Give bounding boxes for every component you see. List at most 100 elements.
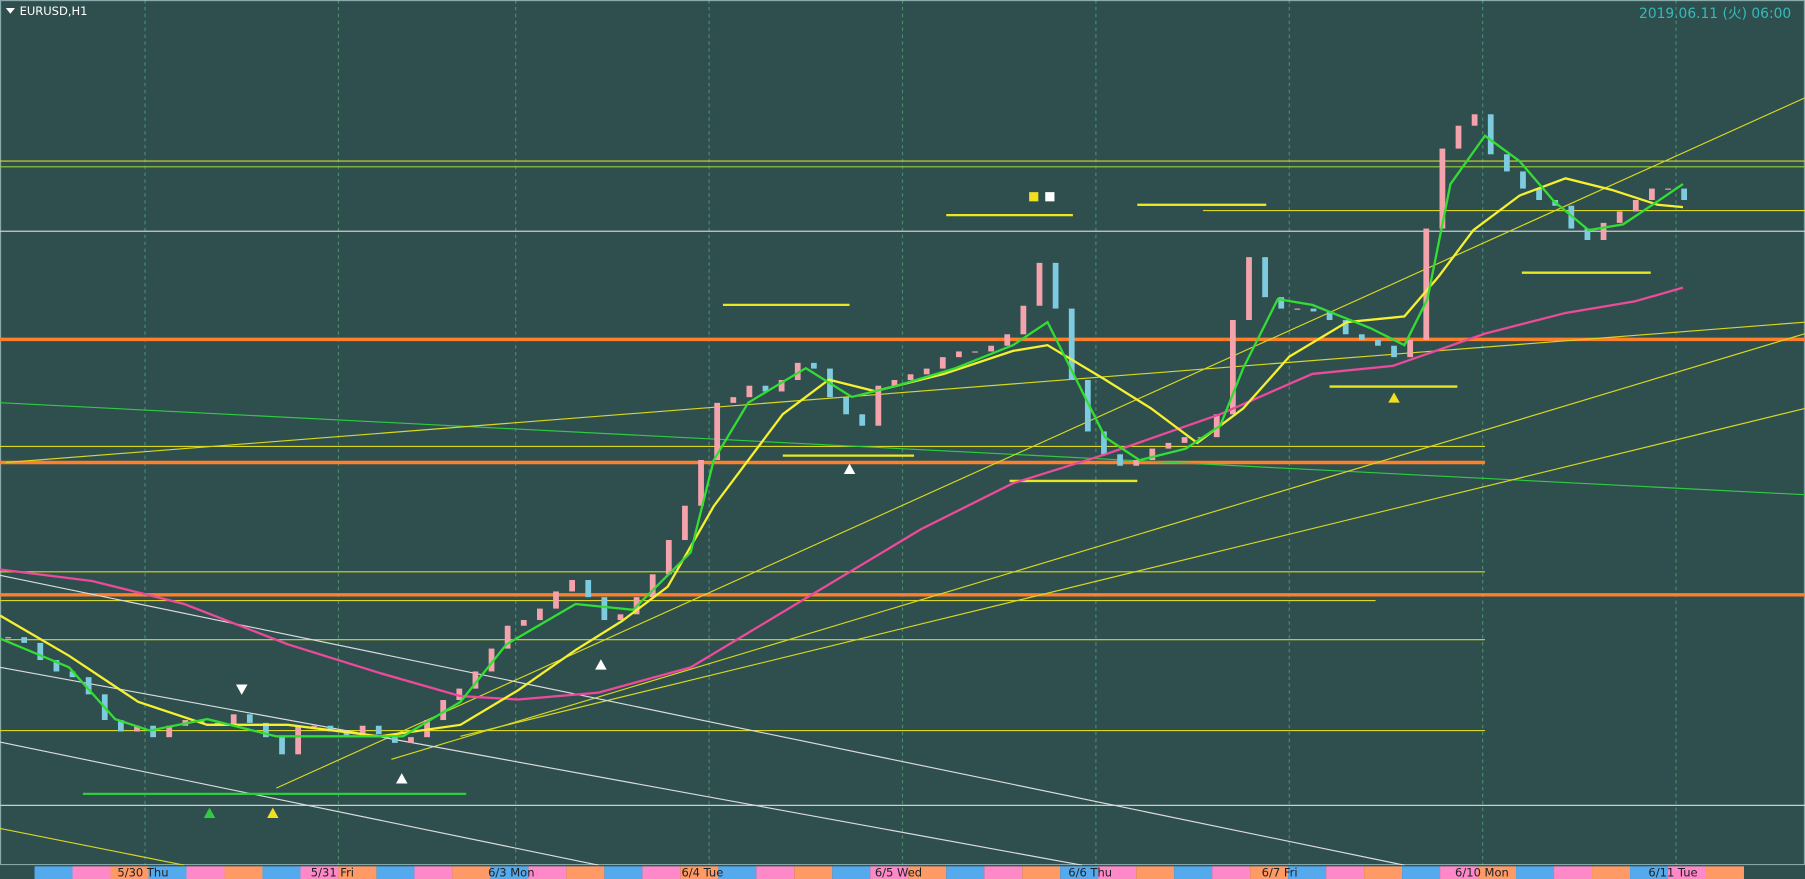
x-tick-label: 6/11 Tue — [1648, 866, 1697, 879]
x-tick-label: 6/5 Wed — [875, 866, 922, 879]
session-block — [110, 866, 149, 879]
candle — [585, 580, 592, 598]
session-block — [338, 866, 377, 879]
symbol-title: EURUSD,H1 — [20, 4, 88, 18]
candle — [1246, 257, 1252, 321]
candle — [972, 351, 978, 353]
candle — [343, 731, 350, 738]
session-block — [718, 866, 757, 879]
candle — [440, 700, 447, 721]
candle — [1213, 414, 1220, 438]
session-block — [376, 866, 415, 879]
trend-line — [460, 407, 1805, 737]
trend-line — [0, 827, 185, 866]
session-block — [1098, 866, 1137, 879]
candle — [391, 734, 398, 743]
timestamp: 2019.06.11 (火) 06:00 — [1639, 6, 1791, 22]
candle — [859, 414, 866, 426]
candle — [488, 648, 495, 672]
session-block — [566, 866, 605, 879]
session-block — [300, 866, 339, 879]
session-block — [528, 866, 567, 879]
candle — [504, 625, 511, 649]
session-block — [224, 866, 263, 879]
candle — [1471, 114, 1478, 126]
session-block — [414, 866, 453, 879]
session-block — [832, 866, 871, 879]
candle — [665, 540, 672, 575]
candle — [988, 345, 995, 352]
session-block — [452, 866, 491, 879]
session-block — [1668, 866, 1707, 879]
ma-mid — [0, 177, 1684, 738]
arrow-down — [235, 684, 248, 695]
candle — [37, 642, 44, 661]
candle — [1084, 380, 1091, 432]
candle — [1503, 154, 1510, 172]
session-block — [908, 866, 947, 879]
session-block — [148, 866, 187, 879]
session-block — [1554, 866, 1593, 879]
candle — [1649, 188, 1655, 201]
day-separators — [144, 0, 1677, 866]
candle — [794, 362, 801, 381]
candle — [778, 380, 785, 392]
candle — [1375, 340, 1381, 346]
candle — [891, 380, 898, 386]
candles — [5, 114, 1688, 755]
session-block — [1440, 866, 1479, 879]
session-block — [1706, 866, 1744, 879]
square-marker — [1029, 192, 1039, 202]
session-block — [870, 866, 909, 879]
candle — [875, 385, 882, 426]
candle — [1004, 334, 1011, 346]
candle — [166, 725, 173, 738]
candle — [295, 725, 302, 755]
session-block — [1212, 866, 1251, 879]
candle — [117, 720, 124, 732]
x-tick-label: 5/31 Fri — [311, 866, 354, 879]
candle — [1101, 431, 1107, 455]
candle — [1407, 340, 1414, 358]
candle — [263, 722, 269, 738]
candle — [1133, 460, 1140, 466]
arrow-up — [595, 659, 607, 670]
arrow-up — [395, 773, 408, 784]
x-tick-label: 6/7 Fri — [1262, 866, 1298, 879]
session-block — [1326, 866, 1365, 879]
session-block — [1516, 866, 1555, 879]
candle — [5, 637, 11, 639]
candle — [762, 385, 769, 392]
session-block — [1402, 866, 1441, 879]
menu-arrow[interactable] — [5, 8, 15, 14]
candle — [1278, 297, 1285, 309]
candle — [1052, 262, 1059, 309]
candle — [279, 737, 285, 755]
candle — [682, 505, 688, 541]
candle — [1117, 454, 1123, 466]
candle — [1681, 188, 1688, 201]
session-block — [1174, 866, 1213, 879]
candle — [730, 397, 737, 403]
session-block — [1364, 866, 1403, 879]
candle — [939, 357, 946, 369]
drawn-lines — [0, 97, 1805, 866]
session-block — [1630, 866, 1669, 879]
candle — [198, 720, 205, 723]
session-block — [1060, 866, 1099, 879]
candle — [359, 725, 366, 738]
candle — [1600, 222, 1607, 241]
candle — [150, 725, 156, 738]
ma-fast — [0, 134, 1684, 738]
candle — [1358, 334, 1365, 341]
candle — [311, 725, 318, 727]
candle — [1230, 320, 1236, 415]
candle — [230, 714, 237, 726]
trend-line — [276, 97, 1805, 789]
candle — [472, 671, 479, 689]
candle — [746, 385, 753, 398]
candle — [843, 397, 849, 415]
candle — [1165, 442, 1172, 449]
trend-line — [391, 333, 1805, 760]
candle — [456, 688, 463, 701]
